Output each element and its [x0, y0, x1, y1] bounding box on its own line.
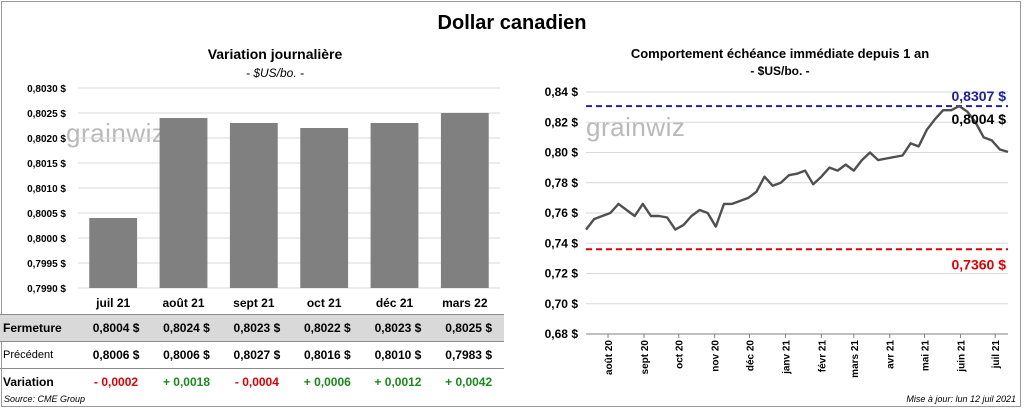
line-x-tick-label: nov 20 [711, 340, 722, 372]
line-y-tick-label: 0,68 $ [545, 327, 579, 341]
table-cell: 0,7983 $ [445, 348, 492, 362]
bar-x-tick-label: sept 21 [233, 296, 275, 310]
bar-y-tick-label: 0,8000 $ [27, 234, 66, 245]
line-x-tick-label: sept 20 [640, 340, 651, 375]
table-cell: 0,8025 $ [433, 314, 504, 342]
row-label: Variation [0, 368, 81, 395]
table-cell: 0,8024 $ [151, 314, 222, 342]
watermark-logo: grainwiz [586, 112, 686, 142]
table-cell-change: - 0,0002 [81, 368, 152, 395]
line-x-tick-label: juin 21 [956, 340, 967, 373]
table-cell-change: + 0,0042 [433, 368, 504, 395]
line-x-tick-label: juil 21 [991, 340, 1002, 370]
reference-line-label: 0,7360 $ [952, 256, 1007, 272]
bar-y-tick-label: 0,8030 $ [27, 84, 66, 95]
line-y-tick-label: 0,84 $ [545, 85, 579, 99]
line-y-tick-label: 0,72 $ [545, 267, 579, 281]
bar [370, 123, 419, 288]
bar [440, 113, 489, 288]
table-row-precedent: Précédent 0,8006 $ 0,8006 $ 0,8027 $ 0,8… [0, 342, 504, 369]
table-row-fermeture: Fermeture 0,8004 $ 0,8024 $ 0,8023 $ 0,8… [0, 314, 504, 342]
source-note: Source: CME Group [4, 394, 86, 404]
table-cell-change: + 0,0018 [151, 368, 222, 395]
line-x-tick-label: mai 21 [921, 340, 932, 372]
line-y-tick-label: 0,78 $ [545, 176, 579, 190]
bar-x-tick-label: août 21 [162, 296, 204, 310]
bar-y-tick-label: 0,7995 $ [27, 259, 66, 270]
bar-x-tick-label: mars 22 [442, 296, 488, 310]
row-label: Précédent [3, 349, 54, 361]
line-x-tick-label: déc 20 [745, 340, 756, 372]
bar [229, 123, 278, 288]
table-cell: 0,8004 $ [81, 314, 152, 342]
table-cell-change: + 0,0006 [291, 368, 363, 395]
line-x-tick-label: oct 20 [675, 340, 686, 369]
line-x-tick-label: avr 21 [886, 340, 897, 369]
watermark-logo: grainwiz [66, 118, 166, 148]
last-value-label: 0,8004 $ [952, 111, 1007, 127]
right-chart-title: Comportement échéance immédiate depuis 1… [630, 46, 930, 61]
table-cell: 0,8010 $ [374, 348, 422, 362]
values-table: Fermeture 0,8004 $ 0,8024 $ 0,8023 $ 0,8… [0, 314, 504, 395]
table-cell: 0,8027 $ [233, 348, 281, 362]
bar-y-tick-label: 0,8010 $ [27, 184, 66, 195]
table-cell: 0,8023 $ [221, 314, 292, 342]
page-title: Dollar canadien [437, 12, 587, 34]
bar-x-tick-label: oct 21 [307, 296, 342, 310]
table-cell: 0,8006 $ [163, 348, 210, 362]
line-y-tick-label: 0,82 $ [545, 115, 579, 129]
line-x-tick-label: févr 21 [817, 340, 828, 373]
bar-y-tick-label: 0,8020 $ [27, 134, 66, 145]
table-row-variation: Variation - 0,0002 + 0,0018 - 0,0004 + 0… [0, 368, 504, 395]
line-y-tick-label: 0,70 $ [545, 297, 579, 311]
line-y-tick-label: 0,80 $ [545, 146, 579, 160]
right-chart-unit: - $US/bo. - [750, 64, 810, 78]
bar-x-tick-label: déc 21 [376, 296, 414, 310]
bar-y-tick-label: 0,8015 $ [27, 159, 66, 170]
table-cell-change: - 0,0004 [221, 368, 292, 395]
bar [300, 128, 349, 288]
table-cell: 0,8022 $ [291, 314, 363, 342]
table-cell-change: + 0,0012 [362, 368, 434, 395]
left-chart-unit: - $US/bo. - [245, 66, 305, 80]
bar [159, 118, 208, 288]
line-y-tick-label: 0,76 $ [545, 206, 579, 220]
bar-y-tick-label: 0,8005 $ [27, 209, 66, 220]
table-cell: 0,8016 $ [303, 348, 351, 362]
row-label: Fermeture [0, 314, 81, 342]
bar-y-tick-label: 0,7990 $ [27, 284, 66, 295]
bar [89, 218, 138, 288]
line-x-tick-label: mars 21 [850, 340, 861, 378]
left-chart-title: Variation journalière [207, 46, 343, 62]
line-x-tick-label: août 20 [604, 340, 615, 375]
bar-y-tick-label: 0,8025 $ [27, 109, 66, 120]
table-cell: 0,8006 $ [92, 348, 140, 362]
line-y-tick-label: 0,74 $ [545, 236, 579, 250]
reference-line-label: 0,8307 $ [952, 88, 1007, 104]
series-line [585, 104, 1009, 231]
line-x-tick-label: janv 21 [781, 340, 792, 375]
bar-x-tick-label: juil 21 [95, 296, 130, 310]
update-note: Mise à jour: lun 12 juil 2021 [906, 394, 1016, 404]
table-cell: 0,8023 $ [362, 314, 434, 342]
